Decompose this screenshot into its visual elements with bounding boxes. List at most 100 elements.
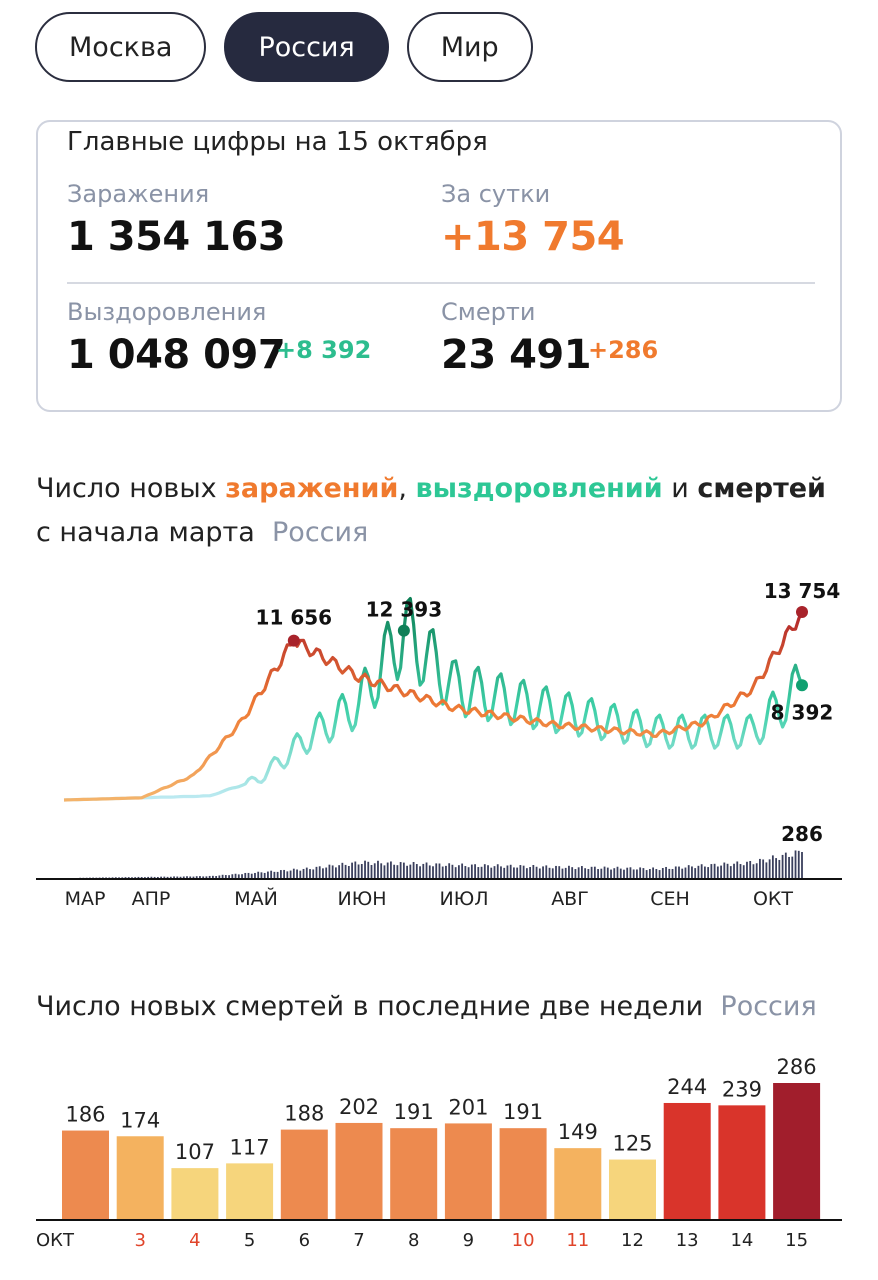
infections-value: 1 354 163 [67, 214, 286, 260]
day-label: 5 [244, 1230, 255, 1251]
deaths-bar [461, 863, 464, 878]
deaths-bar [127, 877, 130, 878]
deaths-bar [208, 875, 211, 878]
tab-world[interactable]: Мир [406, 12, 533, 82]
deaths-bar [296, 869, 298, 878]
chart1-region: Россия [272, 517, 369, 548]
deaths-bar [493, 866, 496, 878]
deaths-bar [302, 868, 305, 878]
deaths-bar [435, 863, 438, 878]
deaths-bar [639, 867, 642, 878]
deaths-bar [710, 864, 713, 878]
deaths-bar [674, 866, 677, 878]
deaths-bar [367, 861, 370, 878]
deaths-bar [791, 856, 794, 878]
deaths-bar [762, 859, 765, 878]
deaths-bar [736, 861, 739, 878]
deaths-bar [305, 867, 308, 878]
deaths-bar [377, 860, 379, 878]
deaths-bar [587, 869, 590, 878]
deaths-bar [241, 874, 243, 878]
deaths-bar [600, 868, 603, 878]
deaths-bar [755, 863, 758, 878]
death-bar [280, 1129, 328, 1219]
deaths-bar [156, 876, 159, 878]
deaths-bar [636, 869, 638, 878]
month-label: СЕН [650, 888, 690, 910]
deaths-bar [147, 876, 150, 878]
deaths-bar [571, 867, 574, 878]
daily-label: За сутки [441, 180, 551, 208]
deaths-bar [564, 867, 567, 878]
deaths-bar [344, 864, 347, 878]
deaths-bar-chart: 186 174 3 107 4 117 5 188 6 202 7 191 8 201 9 191 10 149 1… [36, 1055, 842, 1251]
deaths-bar [661, 868, 664, 878]
death-bar-value: 244 [667, 1075, 707, 1099]
death-bar [609, 1159, 656, 1219]
deaths-bar [665, 866, 667, 878]
day-label: 14 [730, 1230, 753, 1251]
deaths-bar [176, 876, 179, 878]
death-bar [226, 1163, 274, 1219]
deaths-bar [289, 870, 292, 878]
deaths-bar [584, 868, 587, 878]
chart1-title-comma: , [398, 473, 416, 504]
deaths-bar [445, 865, 447, 878]
month-label: МАР [65, 888, 106, 910]
deaths-bar [768, 859, 771, 878]
deaths-bar [716, 866, 719, 878]
deaths-bar [267, 871, 269, 878]
deaths-bar [111, 877, 114, 878]
deaths-series [79, 850, 803, 878]
death-bar-value: 174 [120, 1108, 160, 1132]
deaths-bar [279, 870, 282, 878]
deaths-bar [632, 869, 635, 878]
death-bar-value: 239 [722, 1077, 762, 1101]
deaths-bar [516, 867, 519, 878]
deaths-bar [231, 874, 234, 878]
month-label: АВГ [551, 888, 589, 910]
chart1-title-infections: заражений [225, 473, 399, 504]
death-bar [718, 1105, 766, 1219]
deaths-bar [645, 870, 648, 878]
chart2-title-row: Число новых смертей в последние две неде… [36, 991, 817, 1022]
deaths-bar [328, 864, 331, 878]
deaths-bar [746, 861, 748, 878]
deaths-bar [257, 871, 260, 878]
recoveries-latest-dot [796, 679, 808, 692]
deaths-bar [237, 874, 240, 878]
deaths-bar [771, 855, 774, 878]
deaths-bar [202, 876, 205, 878]
chart1-subtitle-row: с начала марта Россия [36, 517, 368, 548]
deaths-bar [474, 864, 476, 878]
deaths-bar [707, 867, 710, 878]
deaths-bar [140, 877, 143, 878]
summary-divider [67, 282, 815, 284]
deaths-bar [535, 866, 538, 878]
deaths-bar [419, 866, 421, 878]
day-label: 15 [785, 1230, 808, 1251]
death-bar [390, 1128, 438, 1219]
deaths-bar [432, 866, 434, 878]
death-bar [444, 1123, 492, 1219]
deaths-bar [551, 868, 554, 878]
deaths-bar [254, 872, 256, 878]
deaths-value: 23 491 [441, 332, 592, 378]
deaths-bar [671, 868, 674, 878]
deaths-bar [545, 865, 548, 878]
deaths-bar [390, 861, 392, 878]
deaths-bar [224, 875, 227, 878]
deaths-bar [153, 876, 156, 878]
deaths-bar [684, 867, 687, 878]
day-label: 13 [676, 1230, 699, 1251]
deaths-bar [383, 865, 386, 878]
tab-russia[interactable]: Россия [224, 12, 389, 82]
deaths-bar [525, 868, 528, 878]
tab-moscow[interactable]: Москва [35, 12, 207, 82]
deaths-bar [619, 868, 622, 878]
death-bar-value: 201 [448, 1095, 488, 1119]
deaths-bar [260, 872, 263, 878]
deaths-bar [409, 864, 412, 878]
deaths-bar [742, 865, 745, 878]
deaths-bar [244, 872, 247, 878]
